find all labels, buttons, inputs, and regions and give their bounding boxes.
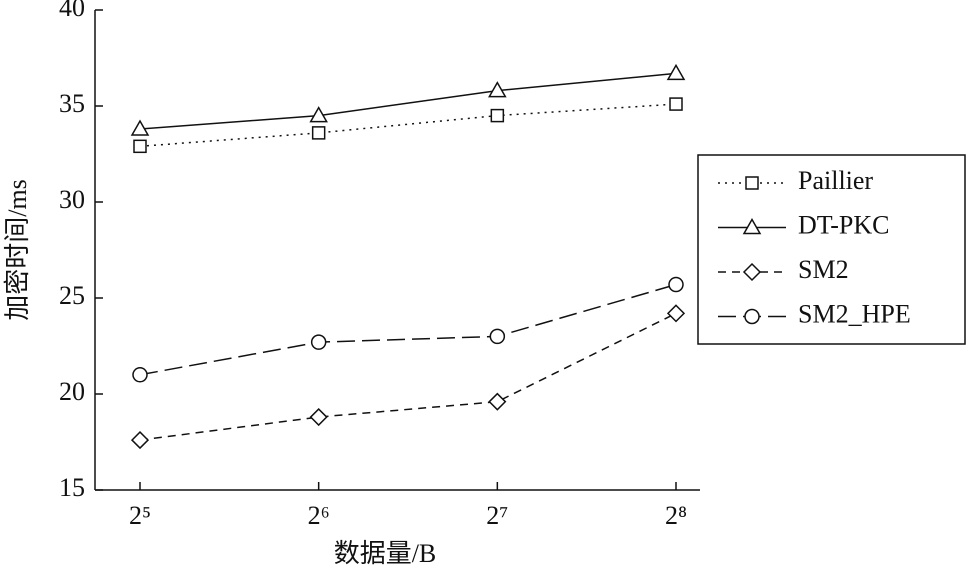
legend-label: DT-PKC [798, 210, 890, 239]
marker [742, 262, 762, 282]
marker [311, 126, 326, 140]
marker [489, 328, 506, 345]
marker [310, 334, 327, 350]
marker [669, 97, 683, 111]
series-line [139, 72, 677, 130]
y-tick-label: 15 [59, 473, 85, 502]
marker [488, 392, 507, 411]
legend-label: Paillier [798, 166, 873, 195]
legend-label: SM2_HPE [798, 299, 911, 328]
marker [309, 106, 328, 123]
marker [130, 119, 150, 136]
marker [132, 367, 148, 383]
marker [488, 81, 507, 98]
y-tick-label: 20 [59, 377, 85, 406]
marker [130, 431, 150, 450]
marker [744, 308, 760, 325]
legend [697, 154, 966, 345]
x-tick-label: 2⁶ [308, 501, 330, 530]
marker [742, 217, 762, 235]
marker [666, 304, 686, 323]
x-axis-label: 数据量/B [334, 539, 437, 568]
y-tick-label: 25 [59, 281, 85, 310]
marker [490, 108, 505, 123]
y-tick-label: 35 [59, 89, 85, 118]
marker [666, 63, 686, 81]
marker [133, 139, 147, 154]
y-axis-label: 加密时间/ms [3, 179, 32, 321]
y-tick-label: 30 [59, 185, 85, 214]
series-line [139, 312, 677, 441]
marker [309, 407, 328, 427]
series-line [139, 283, 677, 376]
x-tick-label: 2⁷ [486, 501, 508, 530]
series-line [139, 103, 677, 148]
marker [745, 176, 759, 190]
marker [668, 276, 684, 293]
legend-label: SM2 [798, 255, 849, 284]
y-tick-label: 40 [59, 0, 85, 22]
x-tick-label: 2⁵ [129, 501, 151, 530]
x-tick-label: 2⁸ [665, 501, 687, 530]
